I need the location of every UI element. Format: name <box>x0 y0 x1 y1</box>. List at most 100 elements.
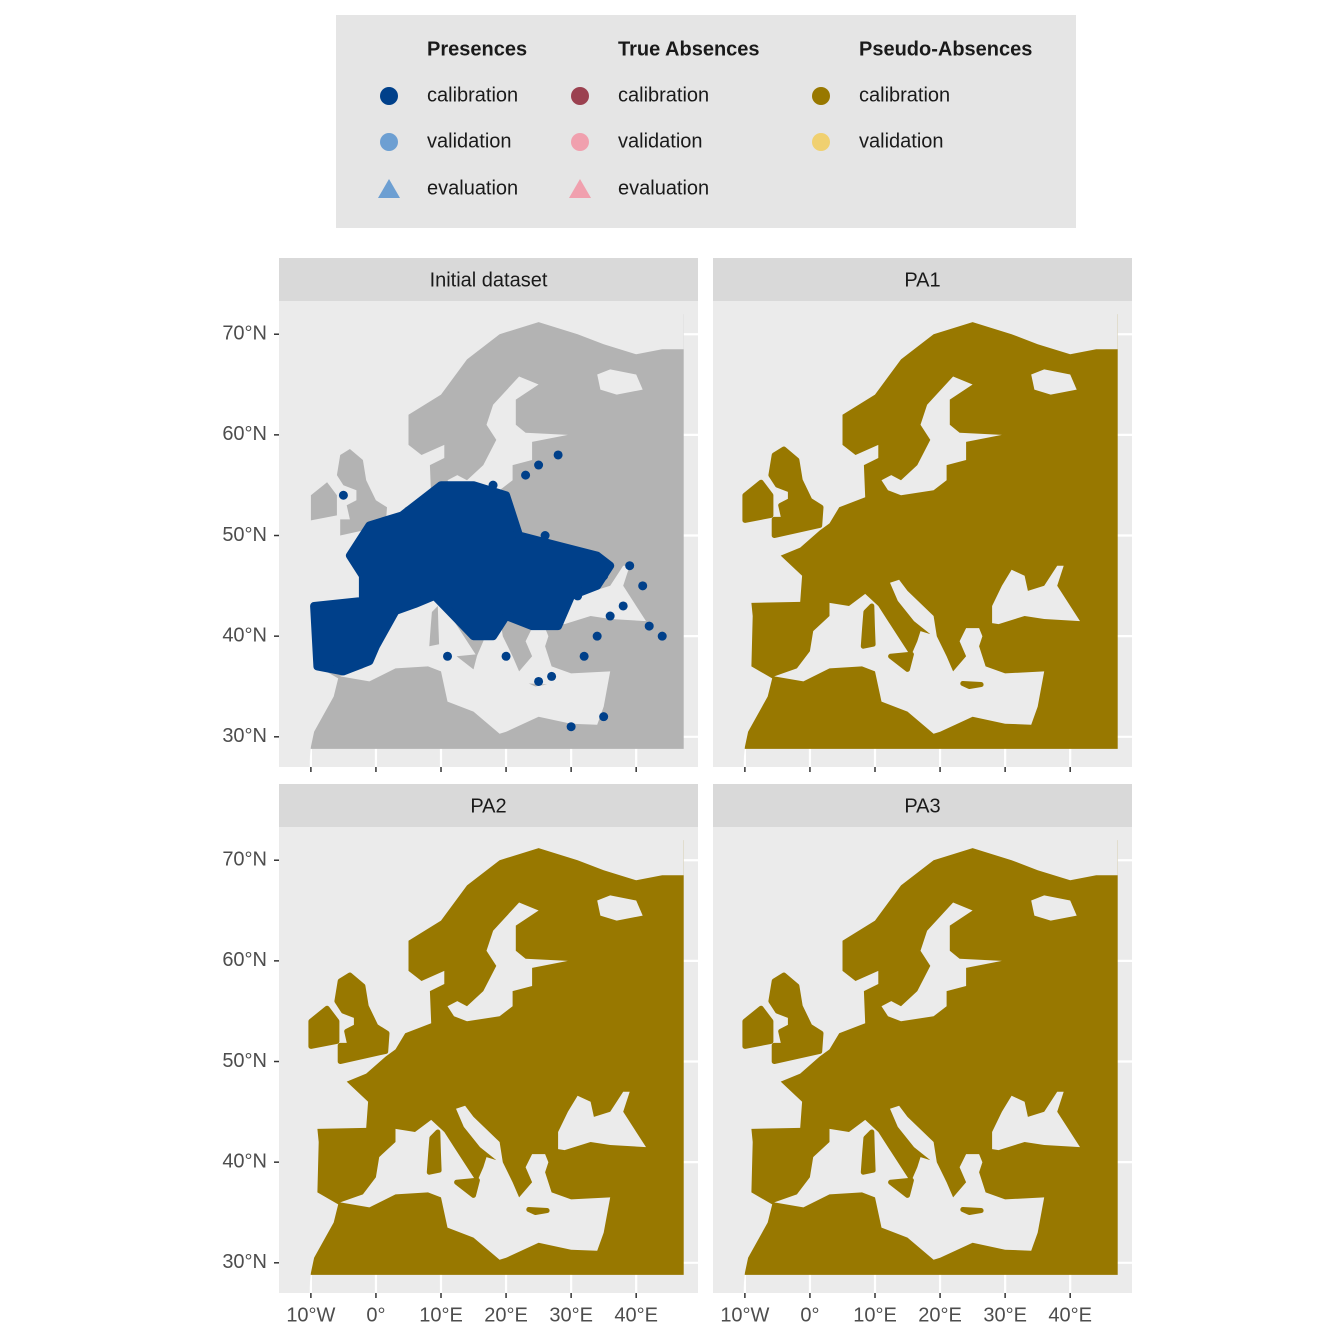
y-tick-label: 70°N <box>222 848 267 870</box>
land <box>768 972 824 1064</box>
legend-symbol <box>571 133 589 151</box>
land <box>768 446 824 538</box>
sea <box>881 376 1002 496</box>
legend-symbol <box>380 87 398 105</box>
presence-point <box>638 581 648 591</box>
panel-title: PA2 <box>470 795 506 817</box>
presence-point <box>540 531 550 541</box>
presence-point <box>599 712 609 722</box>
legend-label: validation <box>618 130 703 152</box>
panel-title: PA1 <box>904 269 940 291</box>
presence-point <box>657 631 667 641</box>
legend-label: calibration <box>859 84 950 106</box>
strip <box>713 784 1132 827</box>
panel <box>279 301 698 767</box>
legend-label: evaluation <box>618 177 709 199</box>
legend-title: True Absences <box>618 38 760 60</box>
presence-point <box>501 651 511 661</box>
presence-point <box>521 470 531 480</box>
sea <box>279 301 684 767</box>
presence-point <box>592 631 602 641</box>
land <box>860 1129 876 1175</box>
land <box>454 1177 480 1198</box>
sea <box>1031 895 1077 921</box>
land <box>526 1207 550 1215</box>
presence-point <box>573 591 583 601</box>
presence-point <box>534 676 544 686</box>
legend-title: Pseudo-Absences <box>859 38 1032 60</box>
legend-symbol <box>569 179 591 198</box>
y-tick-label: 70°N <box>222 322 267 344</box>
y-tick-label: 40°N <box>222 624 267 646</box>
strip <box>279 258 698 301</box>
legend-symbol <box>378 179 400 198</box>
x-tick-label: 0° <box>800 1304 819 1326</box>
sea <box>279 827 684 1293</box>
presence-point <box>553 450 563 460</box>
legend-title: Presences <box>427 38 527 60</box>
presence-point <box>443 651 453 661</box>
panel <box>713 301 1132 767</box>
land <box>960 681 984 689</box>
land <box>310 482 337 521</box>
land <box>336 449 387 536</box>
y-tick-label: 50°N <box>222 524 267 546</box>
legend-box <box>336 15 1076 228</box>
sea <box>1031 369 1077 395</box>
sea <box>447 376 568 496</box>
presence-point <box>599 571 609 581</box>
y-tick-label: 40°N <box>222 1150 267 1172</box>
land <box>860 603 876 649</box>
presence-point <box>605 611 615 621</box>
presence-point <box>644 621 654 631</box>
sea <box>597 895 643 921</box>
x-tick-label: 10°W <box>286 1304 335 1326</box>
presence-point <box>625 561 635 571</box>
presence-point <box>488 480 498 490</box>
legend-symbol <box>380 133 398 151</box>
x-tick-label: 40°E <box>1048 1304 1092 1326</box>
sea <box>992 1091 1080 1151</box>
x-tick-label: 30°E <box>983 1304 1027 1326</box>
presence-point <box>547 671 557 681</box>
land <box>742 479 774 523</box>
panel <box>279 827 698 1293</box>
legend-label: evaluation <box>427 177 518 199</box>
presence-point <box>618 601 628 611</box>
y-tick-label: 50°N <box>222 1050 267 1072</box>
land <box>742 1005 774 1049</box>
legend-symbol <box>812 87 830 105</box>
land <box>888 651 914 672</box>
land <box>308 1005 340 1049</box>
x-tick-label: 0° <box>366 1304 385 1326</box>
presence-point <box>566 722 576 732</box>
presence-point <box>338 490 348 500</box>
strip <box>713 258 1132 301</box>
land <box>429 606 440 647</box>
sea <box>713 827 1118 1293</box>
x-tick-label: 20°E <box>484 1304 528 1326</box>
presence-point <box>534 460 544 470</box>
sea <box>881 902 1002 1022</box>
y-tick-label: 30°N <box>222 1251 267 1273</box>
x-tick-label: 30°E <box>549 1304 593 1326</box>
legend-label: calibration <box>618 84 709 106</box>
legend-symbol <box>812 133 830 151</box>
sea <box>992 565 1080 625</box>
x-tick-label: 10°E <box>853 1304 897 1326</box>
legend-label: calibration <box>427 84 518 106</box>
panel-title: PA3 <box>904 795 940 817</box>
sea <box>713 301 1118 767</box>
land <box>456 654 478 670</box>
legend-label: validation <box>427 130 512 152</box>
presence-cloud <box>310 481 615 676</box>
y-tick-label: 30°N <box>222 725 267 747</box>
land <box>426 1129 442 1175</box>
land <box>960 1207 984 1215</box>
strip <box>279 784 698 827</box>
y-tick-label: 60°N <box>222 949 267 971</box>
sea <box>558 1091 646 1151</box>
legend-symbol <box>571 87 589 105</box>
land <box>888 1177 914 1198</box>
